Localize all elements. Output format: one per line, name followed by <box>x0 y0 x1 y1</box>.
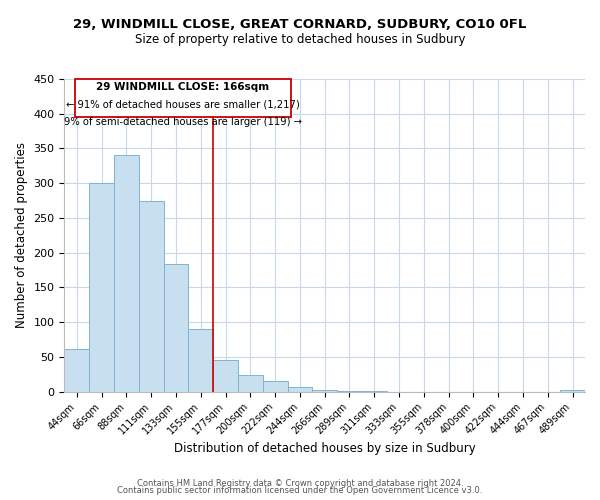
Bar <box>114 156 139 392</box>
Y-axis label: Number of detached properties: Number of detached properties <box>15 142 28 328</box>
Bar <box>560 390 585 392</box>
Text: 29, WINDMILL CLOSE, GREAT CORNARD, SUDBURY, CO10 0FL: 29, WINDMILL CLOSE, GREAT CORNARD, SUDBU… <box>73 18 527 30</box>
Bar <box>313 390 337 392</box>
Bar <box>89 182 114 392</box>
Bar <box>213 360 238 392</box>
Text: ← 91% of detached houses are smaller (1,217): ← 91% of detached houses are smaller (1,… <box>66 100 300 110</box>
X-axis label: Distribution of detached houses by size in Sudbury: Distribution of detached houses by size … <box>174 442 476 455</box>
Text: Contains HM Land Registry data © Crown copyright and database right 2024.: Contains HM Land Registry data © Crown c… <box>137 478 463 488</box>
Bar <box>362 391 386 392</box>
Bar <box>238 375 263 392</box>
Text: 29 WINDMILL CLOSE: 166sqm: 29 WINDMILL CLOSE: 166sqm <box>96 82 269 92</box>
Bar <box>139 200 164 392</box>
Text: Size of property relative to detached houses in Sudbury: Size of property relative to detached ho… <box>135 32 465 46</box>
Text: Contains public sector information licensed under the Open Government Licence v3: Contains public sector information licen… <box>118 486 482 495</box>
Text: 9% of semi-detached houses are larger (119) →: 9% of semi-detached houses are larger (1… <box>64 118 302 128</box>
Bar <box>337 391 362 392</box>
Bar <box>287 387 313 392</box>
Bar <box>64 348 89 392</box>
Bar <box>263 382 287 392</box>
Bar <box>188 329 213 392</box>
Bar <box>164 264 188 392</box>
FancyBboxPatch shape <box>75 79 291 117</box>
